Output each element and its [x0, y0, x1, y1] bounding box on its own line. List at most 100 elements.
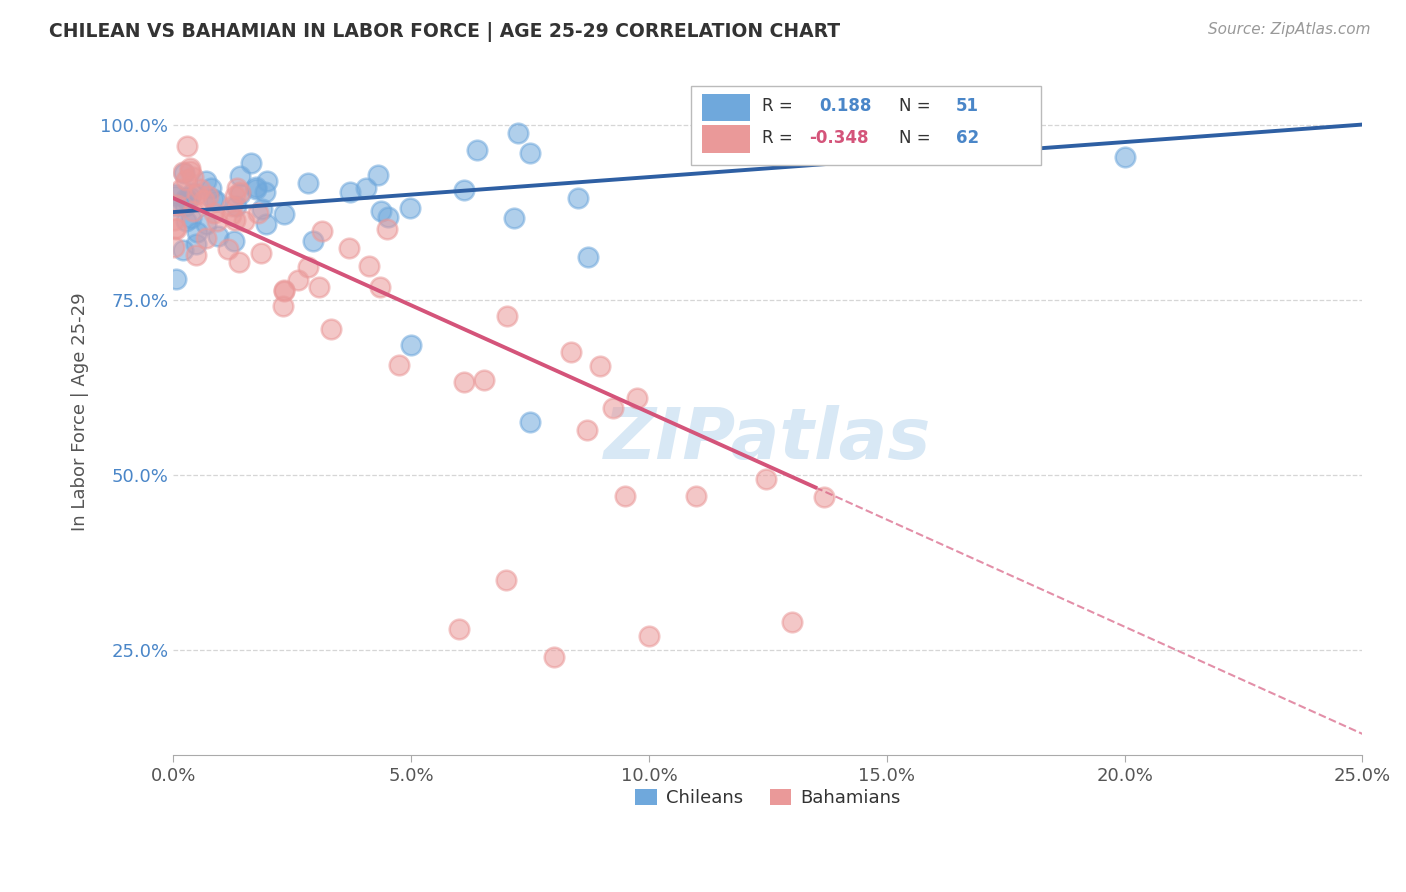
Point [377, 210, 399, 224]
Point [173, 166, 195, 180]
Point [250, 245, 273, 260]
Point [602, 401, 624, 415]
Point [179, 161, 201, 175]
Point [200, 181, 222, 195]
Point [589, 359, 612, 373]
Point [193, 193, 215, 207]
Text: -0.348: -0.348 [810, 128, 869, 147]
Point [398, 201, 420, 215]
Point [225, 181, 247, 195]
Point [626, 391, 648, 405]
Point [180, 186, 202, 200]
Point [179, 190, 201, 204]
Point [194, 173, 217, 187]
Point [186, 237, 208, 252]
Point [163, 240, 186, 254]
Text: Source: ZipAtlas.com: Source: ZipAtlas.com [1208, 22, 1371, 37]
Point [368, 279, 391, 293]
Point [174, 173, 197, 187]
Point [163, 187, 186, 202]
Point [399, 338, 422, 352]
Point [181, 169, 204, 184]
Point [239, 156, 262, 170]
Point [472, 373, 495, 387]
Point [273, 285, 295, 299]
FancyBboxPatch shape [703, 94, 749, 121]
Text: 0.188: 0.188 [818, 97, 872, 115]
Point [184, 248, 207, 262]
Point [176, 138, 198, 153]
Point [197, 189, 219, 203]
FancyBboxPatch shape [703, 126, 749, 153]
Point [202, 206, 225, 220]
Point [170, 182, 193, 196]
Point [567, 191, 589, 205]
Point [174, 214, 197, 228]
Text: R =: R = [762, 128, 797, 147]
Point [194, 231, 217, 245]
Point [224, 189, 246, 203]
Point [357, 259, 380, 273]
Point [356, 181, 378, 195]
Point [225, 199, 247, 213]
Point [217, 242, 239, 256]
Point [221, 199, 243, 213]
Point [229, 169, 252, 183]
Text: ZIPatlas: ZIPatlas [605, 405, 932, 474]
Point [339, 185, 361, 199]
Point [575, 423, 598, 437]
Point [506, 126, 529, 140]
Point [174, 198, 197, 212]
Point [253, 185, 276, 199]
Point [221, 208, 243, 222]
Text: N =: N = [898, 97, 935, 115]
Point [273, 207, 295, 221]
Point [271, 299, 294, 313]
Point [250, 202, 273, 216]
Point [614, 489, 637, 503]
Point [163, 189, 186, 203]
Point [495, 573, 517, 587]
Point [163, 213, 186, 227]
Point [166, 198, 188, 212]
Point [188, 182, 211, 196]
Point [179, 163, 201, 178]
Point [165, 272, 187, 286]
Point [172, 165, 194, 179]
Point [163, 199, 186, 213]
Legend: Chileans, Bahamians: Chileans, Bahamians [627, 781, 908, 814]
Point [229, 186, 252, 200]
Point [370, 204, 392, 219]
Text: 62: 62 [956, 128, 979, 147]
Point [780, 615, 803, 629]
Point [543, 649, 565, 664]
Point [337, 241, 360, 255]
Point [247, 206, 270, 220]
Point [1114, 150, 1136, 164]
Point [755, 472, 778, 486]
Point [519, 146, 541, 161]
Point [229, 186, 252, 201]
Point [207, 229, 229, 244]
Point [273, 283, 295, 297]
Y-axis label: In Labor Force | Age 25-29: In Labor Force | Age 25-29 [72, 293, 89, 531]
Point [245, 180, 267, 194]
Point [576, 250, 599, 264]
Point [375, 222, 398, 236]
Point [519, 415, 541, 429]
Point [308, 280, 330, 294]
Point [224, 212, 246, 227]
Point [495, 310, 517, 324]
Point [181, 204, 204, 219]
Point [447, 622, 470, 636]
FancyBboxPatch shape [690, 86, 1042, 165]
Point [202, 192, 225, 206]
Point [367, 168, 389, 182]
Point [174, 191, 197, 205]
Point [186, 225, 208, 239]
Point [311, 224, 333, 238]
Point [172, 243, 194, 257]
Point [256, 174, 278, 188]
Point [297, 176, 319, 190]
Point [205, 213, 228, 227]
